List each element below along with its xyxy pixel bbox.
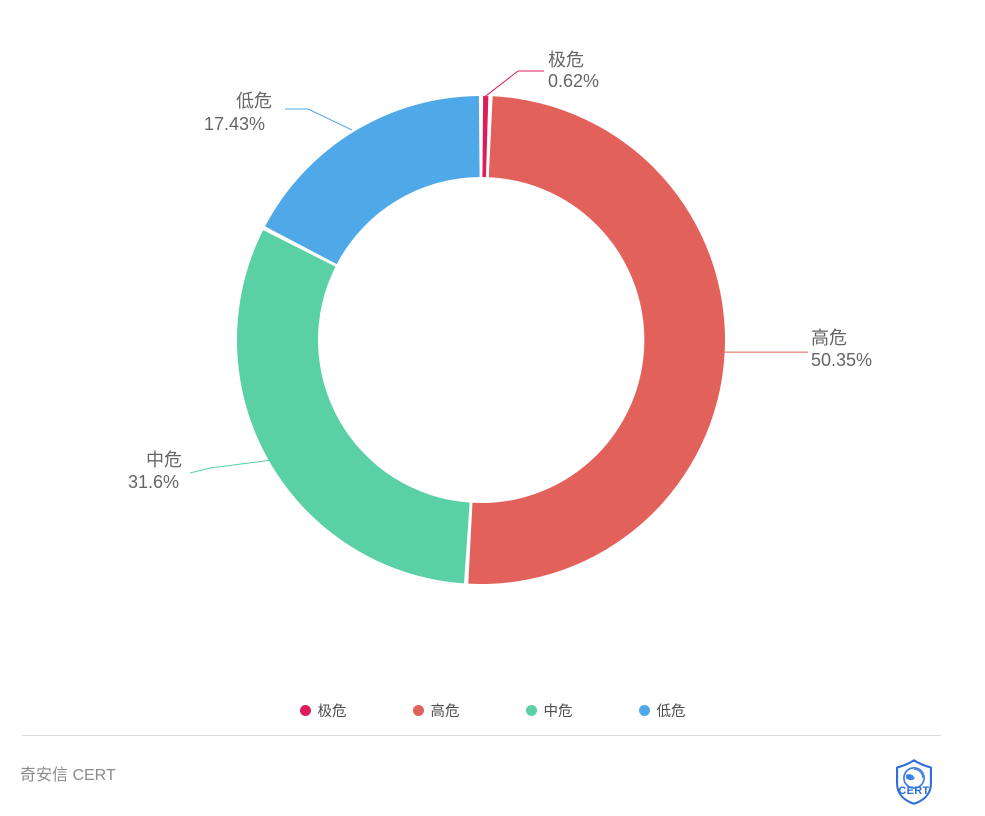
svg-text:高危: 高危: [811, 328, 847, 348]
svg-text:CERT: CERT: [898, 785, 929, 797]
svg-text:17.43%: 17.43%: [204, 114, 265, 134]
svg-text:低危: 低危: [236, 91, 272, 111]
svg-text:50.35%: 50.35%: [811, 350, 872, 370]
svg-text:中危: 中危: [146, 450, 182, 470]
svg-text:0.62%: 0.62%: [548, 71, 599, 91]
svg-text:极危: 极危: [548, 50, 584, 70]
svg-text:31.6%: 31.6%: [128, 472, 179, 492]
